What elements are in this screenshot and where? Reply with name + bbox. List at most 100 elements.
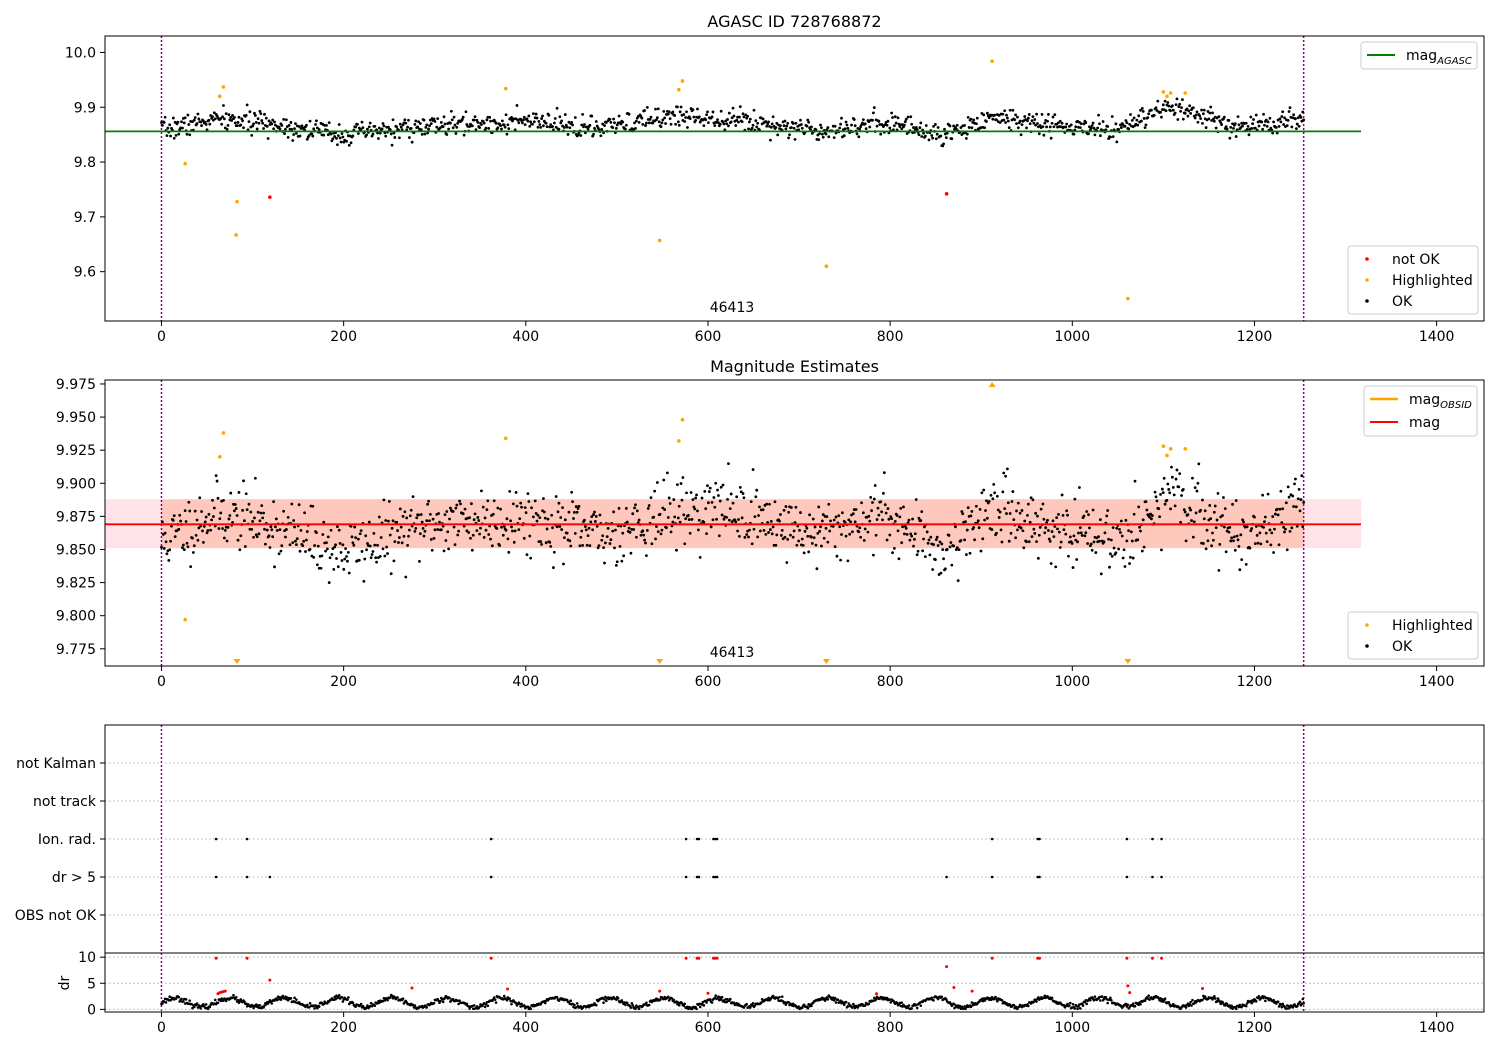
ok-point: [1281, 507, 1285, 511]
ok-point: [336, 143, 339, 147]
ok-point: [456, 121, 460, 125]
ok-point: [802, 551, 806, 555]
ok-point: [776, 133, 780, 137]
ok-point: [611, 126, 615, 130]
ok-point: [1194, 511, 1198, 515]
ok-point: [1010, 500, 1014, 503]
dr-ok-point: [1109, 996, 1112, 1000]
ok-point: [1025, 126, 1028, 130]
dr-ok-point: [202, 1002, 205, 1006]
agasc-ytick-label: 9.6: [74, 265, 96, 281]
ok-point: [780, 528, 784, 532]
ok-point: [202, 540, 205, 544]
ok-point: [1200, 108, 1203, 112]
dr-ok-point: [388, 996, 392, 999]
ok-point: [363, 557, 367, 561]
ok-point: [1046, 518, 1049, 522]
ok-point: [1001, 490, 1005, 494]
ok-point: [884, 511, 888, 515]
ok-point: [533, 499, 537, 503]
ok-point: [1098, 518, 1102, 522]
ok-point: [735, 118, 739, 122]
dr-ok-point: [677, 1003, 681, 1007]
ok-point: [1240, 558, 1244, 562]
ok-point: [242, 126, 245, 130]
dr-xtick-label: 1000: [1054, 1020, 1090, 1036]
dr-ok-point: [177, 995, 181, 999]
ok-point: [470, 548, 474, 552]
ok-point: [1131, 556, 1135, 560]
ok-point: [666, 516, 670, 519]
dr-ytick-label: 10: [78, 950, 96, 966]
ok-point: [349, 141, 353, 145]
ok-point: [947, 534, 951, 537]
ok-point: [658, 512, 662, 516]
ok-point: [676, 105, 679, 109]
ok-point: [384, 134, 388, 138]
ok-point: [643, 109, 646, 112]
ok-point: [1111, 526, 1115, 530]
ok-point: [691, 498, 695, 501]
ok-point: [1003, 507, 1007, 511]
ok-point: [1279, 489, 1283, 493]
ok-point: [204, 123, 208, 126]
ok-point: [1222, 525, 1226, 529]
ok-point: [687, 518, 691, 521]
ok-point: [1195, 489, 1199, 493]
ok-point: [1300, 474, 1304, 478]
ok-point: [411, 495, 415, 499]
dr-ok-point: [932, 999, 935, 1002]
dr-ok-point: [1085, 1002, 1089, 1006]
ok-point: [496, 506, 500, 510]
ok-point: [457, 529, 461, 533]
dr5-flag-point: [1151, 875, 1154, 879]
dr-ok-point: [751, 1001, 755, 1005]
ok-point: [1191, 476, 1194, 480]
ok-point: [257, 121, 261, 125]
ok-point: [850, 123, 853, 127]
ok-point: [897, 557, 901, 561]
ok-point: [560, 528, 564, 531]
highlighted-point: [1165, 453, 1169, 458]
ok-point: [880, 510, 884, 514]
ok-point: [925, 530, 929, 534]
ok-point: [576, 133, 580, 137]
dr-ok-point: [834, 1001, 838, 1004]
ok-point: [966, 115, 970, 119]
legend-est-ok-swatch: [1365, 644, 1369, 648]
ok-point: [335, 136, 338, 140]
ok-point: [195, 122, 199, 125]
ok-point: [914, 498, 918, 501]
dr-ok-point: [1301, 997, 1305, 1001]
ok-point: [1249, 115, 1253, 119]
ok-point: [287, 123, 291, 127]
ok-point: [188, 509, 192, 513]
estimates-legend-points-box: [1347, 611, 1479, 660]
ok-point: [1006, 501, 1010, 505]
ok-point: [554, 125, 558, 129]
ok-point: [1253, 126, 1257, 130]
highlighted-point: [1183, 447, 1188, 451]
dr-high-point: [506, 987, 510, 991]
ok-point: [969, 117, 973, 121]
ok-point: [1021, 529, 1025, 533]
ok-point: [939, 571, 943, 575]
ok-point: [786, 537, 790, 541]
ok-point: [989, 493, 993, 497]
ok-point: [685, 491, 688, 495]
ok-point: [1166, 482, 1170, 486]
ok-point: [1079, 122, 1083, 126]
ok-point: [172, 514, 176, 518]
ok-point: [729, 492, 733, 496]
ok-point: [331, 547, 335, 551]
ok-point: [975, 122, 978, 126]
ok-point: [1292, 113, 1296, 117]
ok-point: [424, 126, 428, 129]
dr-xtick-label: 200: [330, 1020, 357, 1036]
ok-point: [1066, 513, 1069, 517]
ok-point: [184, 520, 188, 523]
clipped-high-marker: [988, 382, 996, 387]
ok-point: [950, 563, 954, 567]
ok-point: [1173, 111, 1177, 115]
